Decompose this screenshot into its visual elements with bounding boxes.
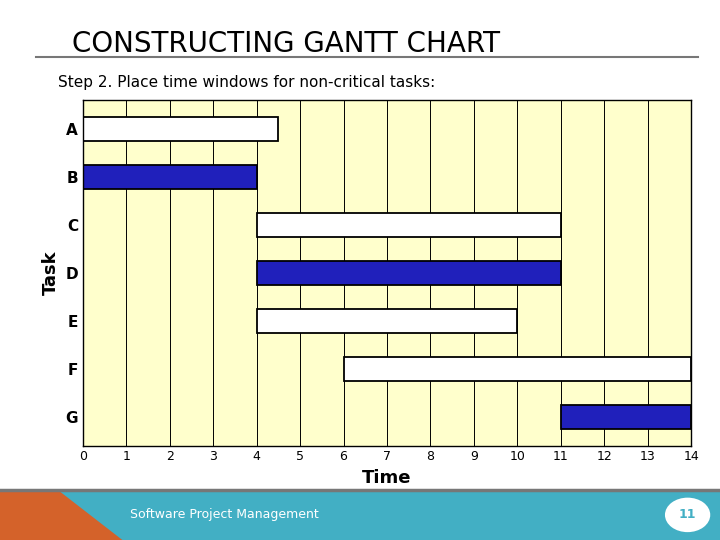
Bar <box>256 309 518 333</box>
Bar <box>561 404 691 429</box>
Bar <box>256 213 561 237</box>
Text: CONSTRUCTING GANTT CHART: CONSTRUCTING GANTT CHART <box>72 30 500 58</box>
Text: 11: 11 <box>679 508 696 522</box>
X-axis label: Time: Time <box>362 469 412 487</box>
Bar <box>83 165 256 188</box>
Y-axis label: Task: Task <box>42 251 60 295</box>
Text: Step 2. Place time windows for non-critical tasks:: Step 2. Place time windows for non-criti… <box>58 75 435 90</box>
Bar <box>343 357 691 381</box>
Bar <box>83 117 279 141</box>
Text: Software Project Management: Software Project Management <box>130 508 318 522</box>
Bar <box>256 261 561 285</box>
